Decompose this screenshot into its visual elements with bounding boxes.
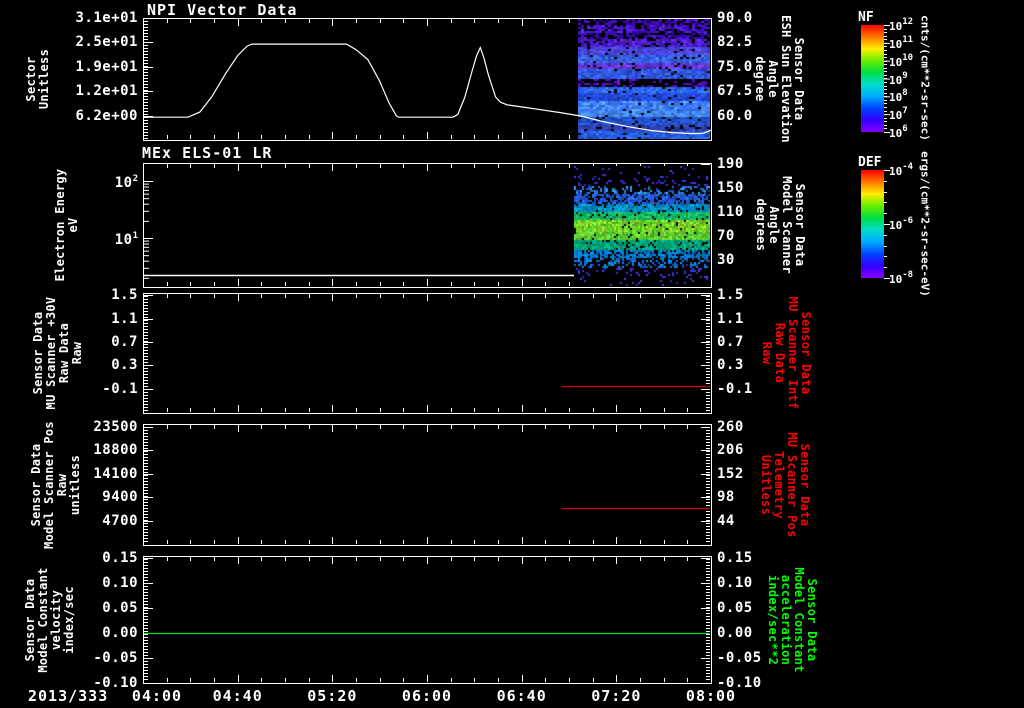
panel1-title: NPI Vector Data [147,1,298,19]
x-axis-date-label: 2013/333 [28,687,109,705]
npi-spectrogram-canvas [578,19,711,139]
nf-colorbar [861,25,884,132]
els-spectrogram-canvas [573,166,710,286]
panel2-title: MEx ELS-01 LR [142,144,273,162]
def-colorbar [861,170,884,278]
